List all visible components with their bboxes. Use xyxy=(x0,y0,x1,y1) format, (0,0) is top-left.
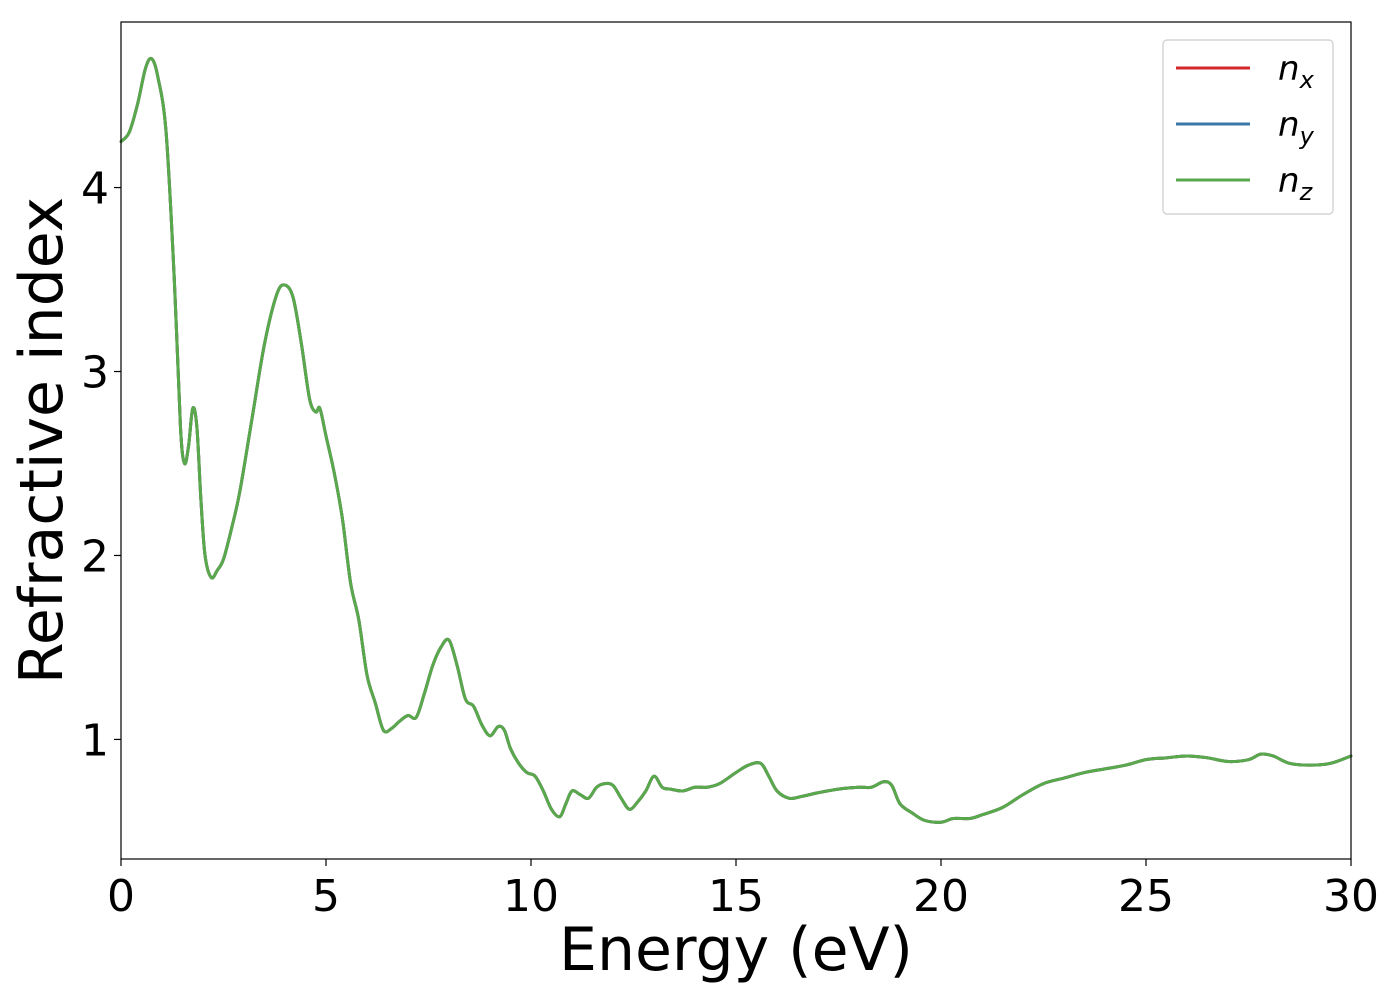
x-tick-label: 20 xyxy=(913,871,969,922)
legend-label-y: ny xyxy=(1278,105,1315,150)
legend-box xyxy=(1162,39,1334,215)
x-tick-label: 10 xyxy=(503,871,559,922)
y-tick-label: 1 xyxy=(81,715,109,766)
x-tick-label: 5 xyxy=(312,871,340,922)
y-axis-title: Refractive index xyxy=(7,197,77,684)
y-tick-label: 2 xyxy=(81,531,109,582)
series-line-z xyxy=(119,56,1353,824)
legend-label-x: nx xyxy=(1278,49,1315,94)
x-tick-label: 15 xyxy=(708,871,764,922)
y-tick-label: 3 xyxy=(81,348,109,399)
legend: nx ny nz xyxy=(1162,39,1334,215)
x-tick-label: 30 xyxy=(1323,871,1379,922)
y-axis-ticks: 1 2 3 4 xyxy=(81,164,121,766)
x-tick-label: 0 xyxy=(107,871,135,922)
x-axis-title: Energy (eV) xyxy=(559,915,913,985)
x-axis-ticks: 0 5 10 15 20 25 30 xyxy=(107,859,1379,922)
series-layer xyxy=(119,56,1353,824)
legend-label-z: nz xyxy=(1278,161,1314,206)
y-tick-label: 4 xyxy=(81,164,109,215)
x-tick-label: 25 xyxy=(1118,871,1174,922)
